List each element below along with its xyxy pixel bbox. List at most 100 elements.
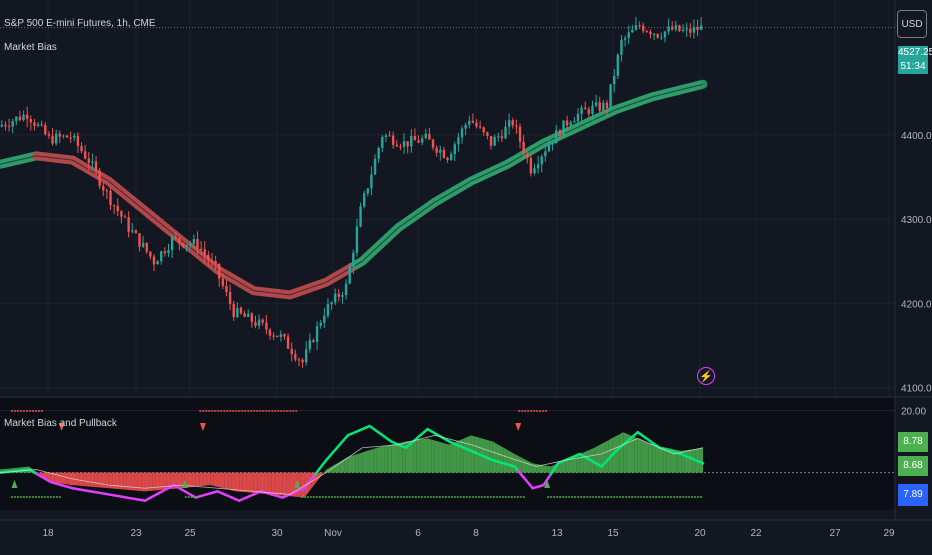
- osc-area-segment: [101, 473, 105, 488]
- candle-body: [617, 55, 619, 76]
- candle-body: [124, 217, 126, 218]
- candle-body: [291, 349, 293, 354]
- candle-body: [135, 230, 137, 233]
- candle-body: [566, 121, 568, 126]
- osc-area-segment: [62, 473, 66, 484]
- osc-area-segment: [265, 473, 269, 494]
- candle-body: [22, 115, 24, 120]
- candle-body: [127, 217, 129, 231]
- osc-area-segment: [254, 473, 258, 494]
- lightning-icon[interactable]: ⚡: [697, 367, 715, 385]
- candle-body: [573, 121, 575, 122]
- osc-area-segment: [449, 443, 453, 473]
- candle-body: [406, 141, 408, 146]
- osc-area-segment: [623, 432, 627, 472]
- candle-body: [624, 38, 626, 40]
- candle-body: [207, 255, 209, 261]
- candle-body: [367, 188, 369, 193]
- osc-area-segment: [214, 473, 218, 487]
- candle-body: [258, 320, 260, 326]
- candle-body: [142, 243, 144, 247]
- candle-body: [236, 308, 238, 317]
- indicator-label-pullback[interactable]: Market Bias and Pullback: [4, 418, 117, 429]
- osc-area-segment: [384, 445, 388, 472]
- osc-area-segment: [156, 473, 160, 491]
- osc-area-segment: [467, 435, 471, 472]
- osc-area-segment: [620, 432, 624, 472]
- x-tick-label-12: 29: [883, 528, 895, 539]
- bias-ribbon-core: [18, 159, 22, 160]
- osc-area-segment: [377, 447, 381, 473]
- osc-area-segment: [243, 473, 247, 493]
- candle-body: [106, 190, 108, 191]
- candle-body: [548, 144, 550, 151]
- osc-area-segment: [87, 473, 91, 487]
- candle-body: [533, 168, 535, 173]
- osc-area-segment: [362, 451, 366, 472]
- candle-body: [316, 326, 318, 342]
- last-price-tag: 4527.25: [898, 46, 928, 60]
- candle-body: [435, 148, 437, 153]
- candle-body: [377, 148, 379, 159]
- osc-area-segment: [301, 473, 305, 498]
- osc-area-segment: [388, 445, 392, 473]
- candle-body: [251, 314, 253, 323]
- candle-body: [479, 126, 481, 127]
- currency-button[interactable]: USD: [897, 10, 927, 38]
- osc-area-segment: [576, 454, 580, 473]
- osc-area-segment: [464, 437, 468, 473]
- osc-area-segment: [533, 463, 537, 472]
- symbol-title: S&P 500 E-mini Futures, 1h, CME: [4, 18, 156, 29]
- osc-area-segment: [123, 473, 127, 490]
- pullback-line-segment: [699, 462, 703, 464]
- bias-ribbon-core: [4, 163, 8, 164]
- osc-area-segment: [660, 446, 664, 472]
- candle-body: [635, 25, 637, 30]
- osc-area-segment: [366, 450, 370, 473]
- x-tick-label-9: 20: [694, 528, 706, 539]
- candle-body: [609, 84, 611, 108]
- candle-body: [309, 340, 311, 349]
- candle-body: [167, 250, 169, 253]
- osc-area-segment: [130, 473, 134, 491]
- osc-area-segment: [656, 445, 660, 472]
- osc-area-segment: [373, 448, 377, 473]
- candle-body: [352, 253, 354, 266]
- candle-body: [26, 115, 28, 119]
- candle-body: [178, 238, 180, 243]
- osc-area-segment: [221, 473, 225, 489]
- candle-body: [189, 244, 191, 245]
- osc-area-segment: [348, 456, 352, 473]
- candle-body: [591, 106, 593, 114]
- candle-body: [468, 121, 470, 125]
- candle-body: [428, 134, 430, 140]
- candle-body: [254, 322, 256, 326]
- osc-area-segment: [283, 473, 287, 496]
- candle-body: [689, 29, 691, 33]
- osc-area-segment: [460, 438, 464, 472]
- bias-ribbon-core: [25, 158, 29, 159]
- candle-body: [461, 129, 463, 138]
- osc-area-segment: [380, 446, 384, 472]
- osc-area-segment: [442, 443, 446, 473]
- candle-body: [262, 320, 264, 323]
- osc-area-segment: [493, 442, 497, 473]
- bias-ribbon-core: [22, 158, 26, 159]
- candle-body: [269, 330, 271, 336]
- candle-body: [472, 121, 474, 123]
- candle-body: [33, 122, 35, 125]
- osc-area-segment: [529, 461, 533, 472]
- osc-area-segment: [391, 444, 395, 473]
- osc-area-segment: [239, 473, 243, 492]
- x-tick-label-1: 23: [130, 528, 142, 539]
- candle-body: [113, 205, 115, 206]
- candle-body: [185, 245, 187, 247]
- candle-body: [660, 37, 662, 38]
- candle-body: [642, 26, 644, 31]
- osc-area-segment: [80, 473, 84, 486]
- indicator-label-market-bias[interactable]: Market Bias: [4, 42, 57, 53]
- candle-body: [4, 125, 6, 126]
- osc-area-segment: [112, 473, 116, 489]
